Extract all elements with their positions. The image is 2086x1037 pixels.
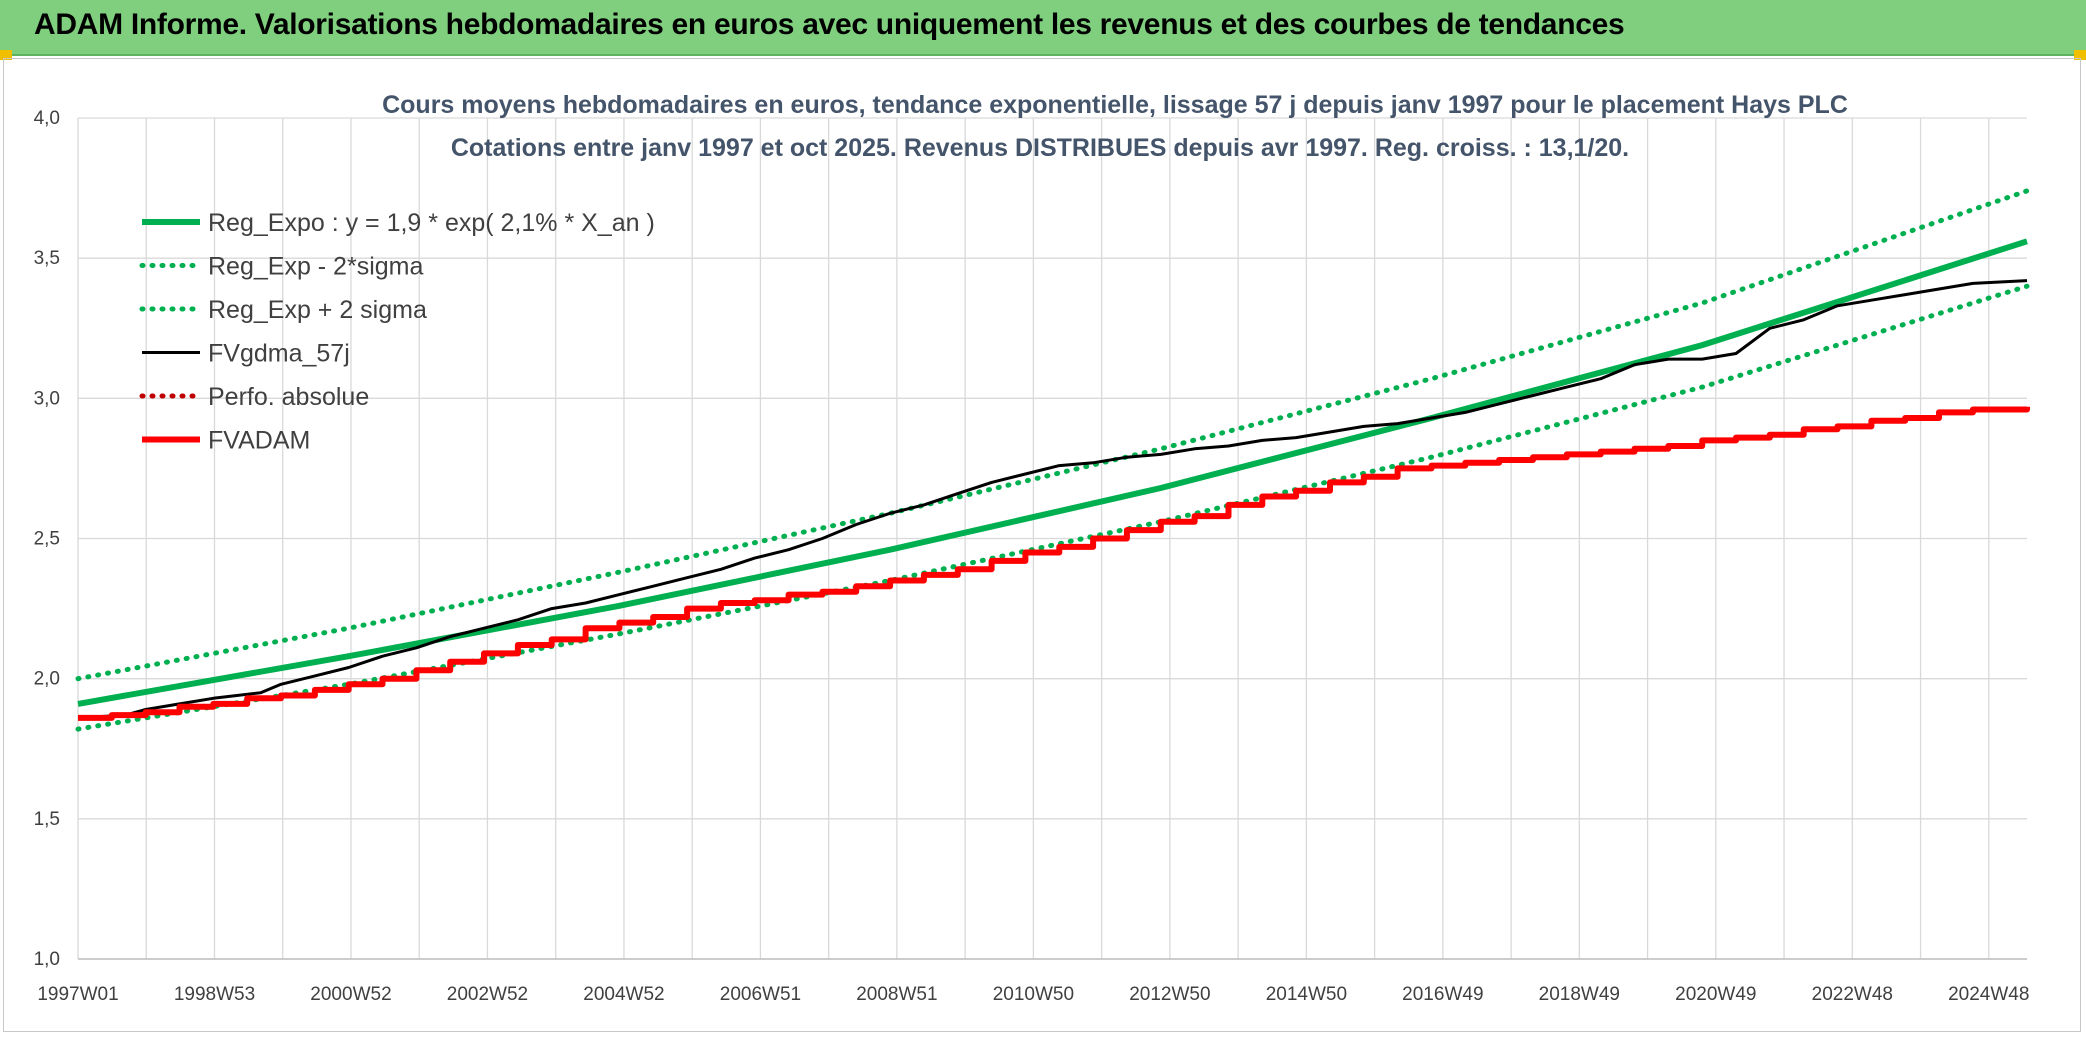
x-tick-label: 2006W51 xyxy=(720,984,801,1005)
legend-label: FVgdma_57j xyxy=(208,340,350,368)
y-tick-label: 2,0 xyxy=(34,669,60,690)
x-tick-label: 2008W51 xyxy=(856,984,937,1005)
series-line-fvgdma-57j xyxy=(77,279,2028,720)
x-tick-label: 2020W49 xyxy=(1675,984,1756,1005)
series-group xyxy=(75,188,2030,732)
banner-title: ADAM Informe. Valorisations hebdomadaire… xyxy=(34,8,1625,41)
corner-marker-left xyxy=(0,50,12,60)
legend-label: Reg_Exp + 2 sigma xyxy=(208,296,427,324)
chart-frame xyxy=(3,58,2081,1032)
header-banner: ADAM Informe. Valorisations hebdomadaire… xyxy=(0,0,2086,56)
x-tick-label: 1998W53 xyxy=(174,984,255,1005)
chart-subtitle: Cotations entre janv 1997 et oct 2025. R… xyxy=(451,134,1629,162)
x-tick-label: 2010W50 xyxy=(993,984,1074,1005)
x-axis-ticks: 1997W01 1998W53 2000W52 2002W52 2004W52 2006W… xyxy=(37,984,2029,1005)
x-tick-label: 2004W52 xyxy=(583,984,664,1005)
y-tick-label: 1,0 xyxy=(34,949,60,970)
x-tick-label: 2022W48 xyxy=(1812,984,1893,1005)
x-tick-label: 2016W49 xyxy=(1402,984,1483,1005)
x-tick-label: 2014W50 xyxy=(1266,984,1347,1005)
y-tick-label: 1,5 xyxy=(34,809,60,830)
x-tick-label: 2024W48 xyxy=(1948,984,2029,1005)
series-line-reg-exp-2-sigma xyxy=(75,188,2030,682)
y-axis-ticks: 1,0 1,5 2,0 2,5 3,0 3,5 4,0 xyxy=(34,108,60,970)
chart-title: Cours moyens hebdomadaires en euros, ten… xyxy=(382,91,1848,119)
x-tick-label: 2018W49 xyxy=(1539,984,1620,1005)
series-line-reg-expo-y-1-9-exp-2-1-x-an- xyxy=(77,238,2028,707)
corner-marker-right xyxy=(2074,50,2086,60)
y-tick-label: 3,5 xyxy=(34,248,60,269)
legend-label: Reg_Expo : y = 1,9 * exp( 2,1% * X_an ) xyxy=(208,209,655,237)
y-tick-label: 3,0 xyxy=(34,388,60,409)
y-tick-label: 2,5 xyxy=(34,529,60,550)
x-tick-label: 1997W01 xyxy=(37,984,118,1005)
legend: Reg_Expo : y = 1,9 * exp( 2,1% * X_an ) R… xyxy=(139,209,655,455)
legend-label: Reg_Exp - 2*sigma xyxy=(208,253,423,281)
legend-label: Perfo. absolue xyxy=(208,383,369,411)
x-tick-label: 2002W52 xyxy=(447,984,528,1005)
series-line-fvadam xyxy=(78,406,2030,721)
x-tick-label: 2000W52 xyxy=(310,984,391,1005)
y-tick-label: 4,0 xyxy=(34,108,60,129)
grid xyxy=(77,117,2027,960)
legend-label: FVADAM xyxy=(208,427,310,455)
x-tick-label: 2012W50 xyxy=(1129,984,1210,1005)
